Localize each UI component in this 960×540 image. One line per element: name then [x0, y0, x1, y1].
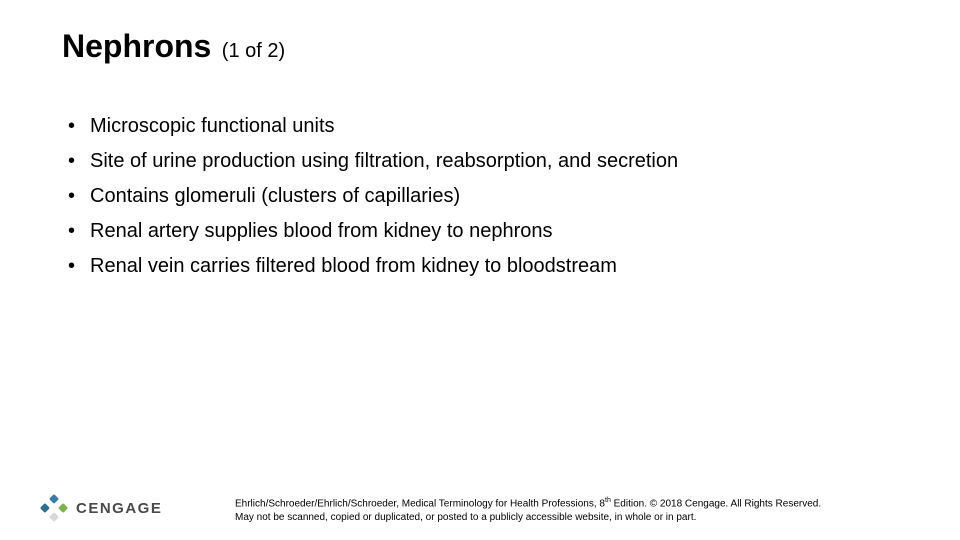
brand-name: CENGAGE: [76, 500, 162, 517]
bullet-text: Renal artery supplies blood from kidney …: [90, 220, 552, 242]
copyright-line1-prefix: Ehrlich/Schroeder/Ehrlich/Schroeder, Med…: [235, 498, 605, 509]
content-area: Microscopic functional units Site of uri…: [62, 112, 900, 287]
bullet-text: Site of urine production using filtratio…: [90, 150, 678, 172]
bullet-text: Microscopic functional units: [90, 115, 335, 137]
list-item: Microscopic functional units: [62, 112, 900, 141]
footer: CENGAGE Ehrlich/Schroeder/Ehrlich/Schroe…: [0, 478, 960, 526]
bullet-text: Contains glomeruli (clusters of capillar…: [90, 185, 460, 207]
slide: Nephrons (1 of 2) Microscopic functional…: [0, 0, 960, 540]
list-item: Site of urine production using filtratio…: [62, 147, 900, 176]
title-area: Nephrons (1 of 2): [62, 28, 285, 65]
list-item: Renal vein carries filtered blood from k…: [62, 252, 900, 281]
cengage-logo-icon: [40, 494, 68, 522]
slide-title: Nephrons: [62, 28, 211, 64]
bullet-text: Renal vein carries filtered blood from k…: [90, 255, 617, 277]
copyright-line2: May not be scanned, copied or duplicated…: [235, 512, 696, 523]
brand-logo: CENGAGE: [40, 494, 162, 522]
list-item: Contains glomeruli (clusters of capillar…: [62, 182, 900, 211]
bullet-list: Microscopic functional units Site of uri…: [62, 112, 900, 281]
copyright-line1-suffix: Edition. © 2018 Cengage. All Rights Rese…: [611, 498, 821, 509]
list-item: Renal artery supplies blood from kidney …: [62, 217, 900, 246]
copyright-text: Ehrlich/Schroeder/Ehrlich/Schroeder, Med…: [235, 496, 930, 524]
slide-subtitle: (1 of 2): [222, 40, 285, 62]
